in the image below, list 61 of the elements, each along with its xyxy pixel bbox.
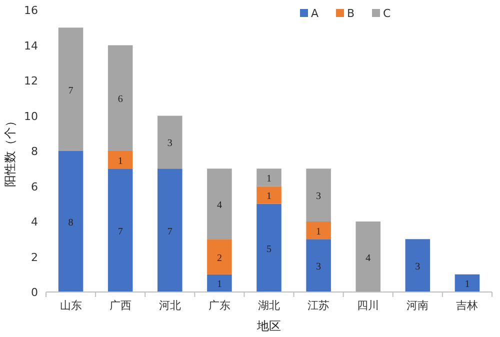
x-tick-label: 湖北: [258, 299, 280, 312]
y-tick-label: 8: [31, 145, 38, 158]
bar: [256, 186, 282, 204]
x-tick-label: 吉林: [456, 299, 478, 312]
bar: [207, 239, 232, 274]
x-tick-label: 四川: [357, 299, 380, 312]
bar: [306, 168, 331, 222]
x-tick-label: 河北: [158, 299, 181, 312]
y-tick-label: 4: [31, 216, 38, 228]
bar: [356, 222, 380, 292]
y-tick-label: 10: [24, 110, 38, 123]
bar: [306, 222, 331, 240]
bar: [207, 274, 232, 292]
x-tick-label: 江苏: [308, 299, 330, 312]
legend-label: A: [311, 7, 319, 20]
data-label: 3: [415, 262, 420, 273]
bar: [256, 168, 282, 186]
data-label: 1: [316, 226, 322, 238]
y-tick-label: 16: [24, 4, 38, 17]
bar: [454, 274, 480, 292]
bar: [158, 168, 182, 292]
data-label: 1: [266, 191, 272, 202]
data-label: 2: [216, 252, 222, 264]
y-tick-label: 12: [24, 74, 38, 88]
data-label: 1: [216, 279, 222, 290]
data-label: 1: [118, 156, 123, 167]
data-label: 3: [316, 191, 322, 202]
bar: [256, 204, 282, 292]
x-axis-title: 地区: [256, 319, 281, 333]
y-axis-title: 阳性数（个）: [3, 115, 17, 187]
y-tick-label: 6: [31, 180, 38, 194]
bar: [108, 45, 133, 151]
legend-label: C: [383, 7, 391, 20]
legend-label: B: [347, 7, 355, 20]
bar: [158, 116, 182, 169]
data-label: 7: [118, 226, 123, 238]
bar: [306, 239, 331, 292]
bar: [58, 28, 84, 151]
data-label: 3: [316, 262, 322, 273]
x-tick-label: 广西: [109, 299, 132, 312]
data-label: 3: [167, 138, 172, 150]
x-tick-label: 广东: [208, 299, 230, 312]
x-tick-label: 山东: [60, 299, 82, 312]
bar: [207, 168, 232, 240]
data-label: 6: [118, 94, 123, 106]
data-label: 1: [266, 173, 272, 184]
data-label: 4: [216, 200, 222, 211]
bar: [405, 239, 430, 292]
data-label: 8: [68, 218, 74, 228]
data-label: 7: [68, 85, 74, 96]
y-tick-label: 0: [31, 286, 38, 299]
data-label: 4: [366, 252, 371, 264]
y-tick-label: 14: [24, 39, 38, 52]
y-tick-label: 2: [31, 250, 38, 264]
bar: [108, 168, 133, 292]
bar: [108, 151, 133, 169]
bar: [58, 151, 84, 292]
data-label: 1: [464, 279, 470, 290]
x-tick-label: 河南: [406, 299, 429, 312]
data-label: 5: [266, 244, 272, 255]
data-label: 7: [167, 226, 172, 238]
